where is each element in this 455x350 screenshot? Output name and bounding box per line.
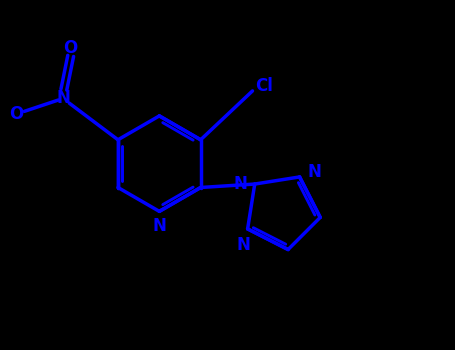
Text: N: N xyxy=(236,236,250,254)
Text: N: N xyxy=(152,217,166,235)
Text: Cl: Cl xyxy=(255,77,273,95)
Text: O: O xyxy=(64,39,78,57)
Text: O: O xyxy=(9,105,23,122)
Text: N: N xyxy=(57,89,71,107)
Text: N: N xyxy=(307,163,321,181)
Text: N: N xyxy=(233,175,247,193)
